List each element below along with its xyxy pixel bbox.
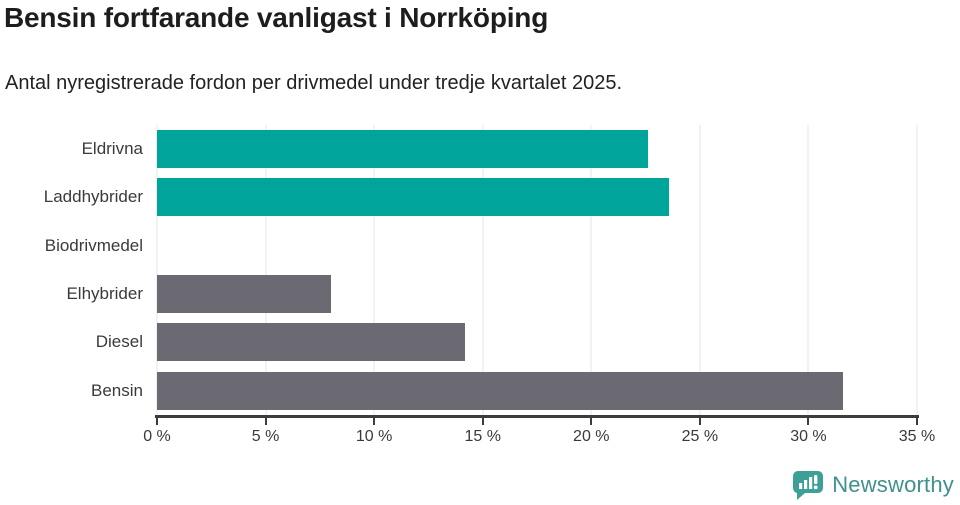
bar-chart: Eldrivna Laddhybrider Biodrivmedel Elhybrid… [0, 125, 960, 460]
gridlines [156, 125, 918, 415]
brand-name: Newsworthy [832, 472, 954, 497]
chart-rows: Eldrivna Laddhybrider Biodrivmedel Elhybrid… [0, 125, 960, 415]
chart-row: Bensin [0, 367, 960, 415]
gridline [699, 125, 701, 415]
bar-bensin [157, 371, 844, 410]
gridline [156, 125, 158, 415]
x-axis-tick-label: 35 % [898, 428, 936, 445]
x-axis-tick-label: 25 % [681, 428, 719, 445]
x-axis-tick [373, 418, 376, 425]
x-axis-tick-label: 10 % [355, 428, 393, 445]
category-label: Biodrivmedel [44, 235, 143, 255]
newsworthy-logo: Newsworthy [791, 469, 954, 501]
bar-chart-speech-bubble-icon [793, 471, 824, 500]
chart-subtitle: Antal nyregistrerade fordon per drivmede… [5, 72, 623, 94]
gridline [373, 125, 375, 415]
x-axis-tick [698, 418, 701, 425]
gridline [916, 125, 918, 415]
chart-row: Eldrivna [0, 125, 960, 173]
x-axis-tick [807, 418, 810, 425]
bar-eldrivna [157, 130, 648, 168]
bar-diesel [157, 323, 466, 362]
chart-row: Laddhybrider [0, 173, 960, 221]
x-axis-tick-label: 20 % [573, 428, 610, 445]
chart-title: Bensin fortfarande vanligast i Norrköpin… [4, 2, 549, 33]
category-label: Laddhybrider [43, 187, 143, 207]
category-label: Eldrivna [81, 139, 143, 158]
chart-row: Diesel [0, 318, 960, 366]
gridline [482, 125, 484, 415]
gridline [265, 125, 267, 415]
x-axis: 0 % 5 % 10 % 15 % 20 % 25 % 30 % 35 % [143, 415, 935, 460]
category-label: Elhybrider [66, 283, 143, 303]
x-axis-tick-label: 30 % [790, 428, 827, 445]
x-axis-tick [916, 418, 918, 425]
bar-elhybrider [157, 274, 331, 313]
x-axis-tick-label: 5 % [251, 428, 280, 445]
category-label: Diesel [95, 332, 143, 352]
chart-row: Biodrivmedel [0, 222, 960, 270]
chart-row: Elhybrider [0, 270, 960, 318]
x-axis-tick-label: 15 % [464, 428, 501, 445]
bar-track [157, 318, 917, 366]
x-axis-tick [481, 418, 484, 425]
x-axis-tick [156, 418, 158, 425]
x-axis-tick-label: 0 % [143, 428, 171, 445]
x-axis-line [155, 415, 919, 418]
category-label: Bensin [91, 380, 143, 400]
bar-track [157, 270, 917, 318]
bar-track [157, 222, 917, 270]
x-axis-tick [590, 418, 593, 425]
bar-track [157, 173, 917, 221]
gridline [590, 125, 592, 415]
gridline [807, 125, 809, 415]
x-axis-tick [264, 418, 267, 425]
bar-track [157, 367, 917, 415]
bar-laddhybrider [157, 178, 670, 217]
bar-track [157, 125, 917, 173]
